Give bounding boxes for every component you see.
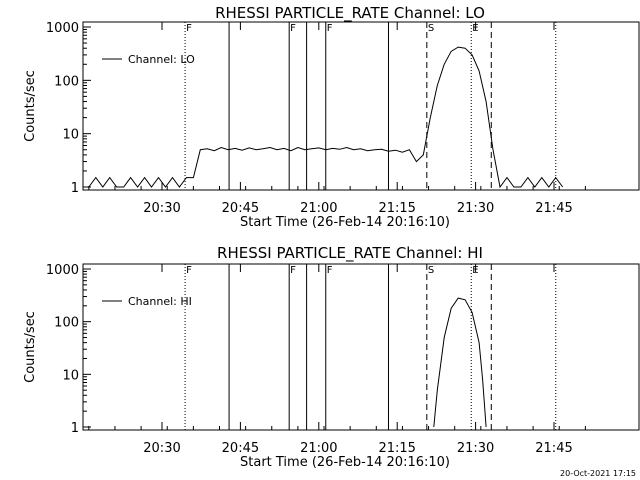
timestamp: 20-Oct-2021 17:15 <box>560 469 636 478</box>
panel-1-event-flag: F <box>290 23 296 34</box>
panel-2-ytick-label: 1 <box>71 421 79 436</box>
panel-1-event-flag: F <box>186 23 192 34</box>
panel-2-xtick-label: 20:30 <box>143 441 180 456</box>
panel-1-ytick-label: 1000 <box>46 21 79 36</box>
panel-2-legend-label: Channel: HI <box>128 295 192 308</box>
panel-1-ytick-label: 100 <box>54 74 79 89</box>
panel-2-ytick-label: 100 <box>54 316 79 331</box>
panel-1-xlabel: Start Time (26-Feb-14 20:16:10) <box>240 215 450 230</box>
panel-1-xtick-label: 21:30 <box>457 201 494 216</box>
panel-1-xtick-label: 20:30 <box>143 201 180 216</box>
panel-2-title: RHESSI PARTICLE_RATE Channel: HI <box>217 244 483 263</box>
panel-2-xtick-label: 21:00 <box>300 441 337 456</box>
panel-1-event-flag: E <box>472 23 478 34</box>
panel-2-ylabel: Counts/sec <box>23 311 38 383</box>
panel-2-event-flag: E <box>472 265 478 276</box>
panel-2-event-flag: F <box>327 265 333 276</box>
panel-1-series-line <box>88 46 564 189</box>
panel-1-xtick-label: 21:45 <box>535 201 572 216</box>
panel-1-legend-label: Channel: LO <box>128 53 195 66</box>
panel-1-title: RHESSI PARTICLE_RATE Channel: LO <box>215 4 485 23</box>
panel-2-xtick-label: 20:45 <box>222 441 259 456</box>
panel-2-series-line <box>433 297 487 428</box>
panel-1-ytick-label: 10 <box>62 128 79 143</box>
panel-2-event-flag: F <box>186 265 192 276</box>
panel-2-plot-frame <box>82 263 640 431</box>
panel-2-ytick-label: 10 <box>62 368 79 383</box>
panel-1-plot-frame <box>82 21 640 191</box>
panel-2-event-flag: S <box>428 265 434 276</box>
panel-2-xtick-label: 21:45 <box>535 441 572 456</box>
panel-1-xtick-label: 21:00 <box>300 201 337 216</box>
panel-2-xtick-label: 21:30 <box>457 441 494 456</box>
panel-2-ytick-label: 1000 <box>46 263 79 278</box>
panel-2-xlabel: Start Time (26-Feb-14 20:16:10) <box>240 455 450 470</box>
panel-2-xtick-label: 21:15 <box>378 441 415 456</box>
panel-1-ytick-label: 1 <box>71 181 79 196</box>
panel-1-xtick-label: 21:15 <box>378 201 415 216</box>
panel-1-xtick-label: 20:45 <box>222 201 259 216</box>
panel-1-ylabel: Counts/sec <box>23 70 38 142</box>
panel-2-event-flag: F <box>290 265 296 276</box>
panel-1-event-flag: F <box>327 23 333 34</box>
panel-1-event-flag: S <box>428 23 434 34</box>
